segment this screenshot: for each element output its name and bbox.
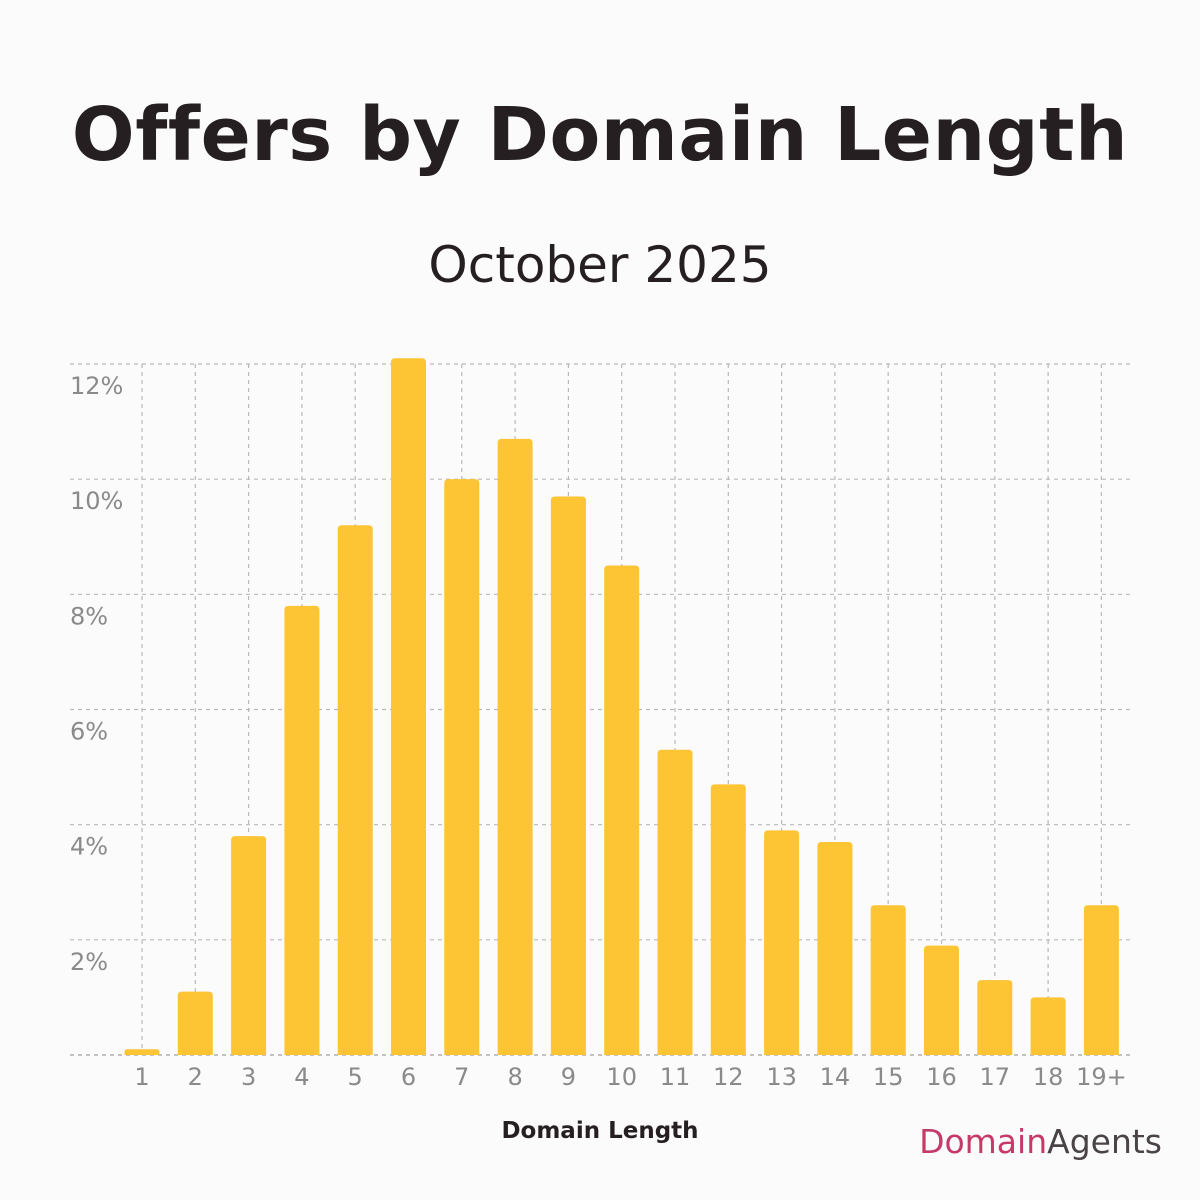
bar-8 (497, 438, 533, 1055)
x-tick-label: 11 (660, 1063, 691, 1091)
brand-logo: DomainAgents (919, 1122, 1162, 1161)
x-tick-label: 5 (348, 1063, 363, 1091)
y-tick-label: 2% (70, 948, 108, 976)
bar-6 (391, 358, 426, 1055)
x-tick-label: 10 (606, 1063, 637, 1091)
x-tick-label: 13 (766, 1063, 797, 1091)
y-axis-ticks: 2% 4% 6% 8% 10% 12% (70, 372, 123, 976)
x-tick-label: 16 (926, 1063, 957, 1091)
bar-4 (284, 605, 320, 1055)
bar-14 (817, 841, 853, 1055)
y-tick-label: 8% (70, 602, 108, 630)
bar-1 (124, 1049, 160, 1055)
bar-19+ (1083, 905, 1119, 1055)
bar-10 (604, 565, 640, 1055)
bar-3 (231, 836, 267, 1055)
bar-11 (657, 749, 693, 1055)
x-tick-label: 18 (1033, 1063, 1064, 1091)
bar-13 (764, 830, 800, 1055)
x-tick-label: 19+ (1076, 1063, 1127, 1091)
x-tick-label: 6 (401, 1063, 416, 1091)
x-axis-ticks: 1 2 3 4 5 6 7 8 9 10 11 12 13 14 15 16 17 18 19+ (134, 1063, 1126, 1091)
x-tick-label: 15 (873, 1063, 904, 1091)
y-tick-label: 6% (70, 718, 108, 746)
bar-12 (710, 784, 746, 1055)
bar-7 (444, 479, 480, 1056)
chart-title: Offers by Domain Length (71, 92, 1129, 178)
bar-2 (177, 991, 213, 1055)
x-tick-label: 1 (134, 1063, 149, 1091)
x-tick-label: 9 (561, 1063, 576, 1091)
x-tick-label: 7 (454, 1063, 469, 1091)
bar-5 (337, 525, 373, 1055)
x-tick-label: 14 (820, 1063, 851, 1091)
x-tick-label: 8 (507, 1063, 522, 1091)
x-axis-label: Domain Length (501, 1118, 699, 1144)
bar-9 (550, 496, 586, 1056)
bar-15 (870, 905, 906, 1055)
x-tick-label: 12 (713, 1063, 744, 1091)
y-tick-label: 10% (70, 487, 123, 515)
bars (124, 358, 1119, 1056)
bar-16 (924, 945, 959, 1055)
bar-17 (977, 980, 1013, 1055)
brand-logo-primary: Domain (919, 1122, 1048, 1161)
brand-logo-secondary: Agents (1047, 1122, 1162, 1161)
x-tick-label: 17 (980, 1063, 1011, 1091)
y-tick-label: 12% (70, 372, 123, 400)
chart-subtitle: October 2025 (428, 236, 772, 294)
x-tick-label: 2 (188, 1063, 203, 1091)
y-tick-label: 4% (70, 833, 108, 861)
x-tick-label: 3 (241, 1063, 256, 1091)
bar-18 (1030, 997, 1066, 1055)
grid (70, 363, 1130, 1056)
x-tick-label: 4 (294, 1063, 309, 1091)
